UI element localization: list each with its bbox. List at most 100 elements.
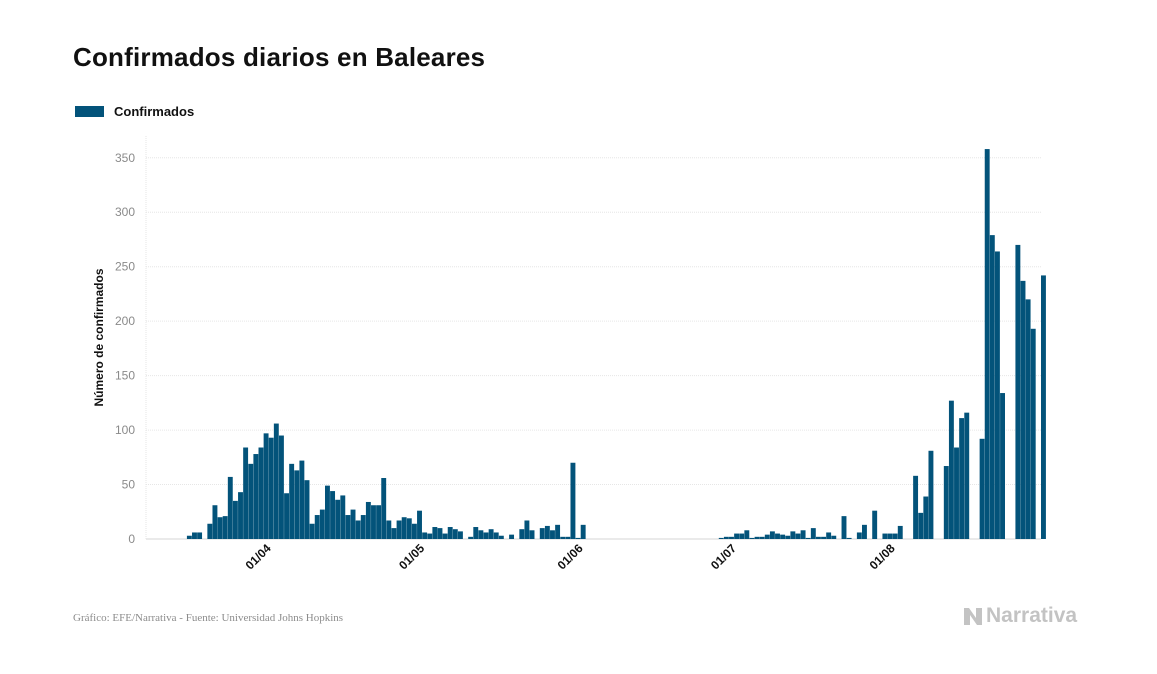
bar [723, 536, 729, 539]
bar [457, 531, 463, 539]
y-tick-label: 0 [128, 532, 135, 546]
bar [289, 463, 295, 539]
bar [948, 400, 954, 539]
x-tick-label: 01/08 [867, 541, 898, 572]
bar [759, 536, 765, 539]
bar [918, 512, 924, 539]
bar [565, 536, 571, 539]
chart-legend: Confirmados [75, 104, 194, 119]
y-tick-label: 100 [115, 423, 135, 437]
bar [544, 525, 550, 539]
bar [422, 532, 428, 539]
bar [207, 523, 213, 539]
bar [268, 437, 274, 539]
bar [815, 536, 821, 539]
bar [278, 435, 284, 539]
y-tick-label: 250 [115, 260, 135, 274]
bar [785, 535, 791, 539]
bar [826, 532, 832, 539]
source-credit: Gráfico: EFE/Narrativa - Fuente: Univers… [73, 612, 344, 624]
bar [432, 527, 438, 539]
bar [959, 418, 965, 539]
bar [790, 531, 796, 539]
bar [253, 454, 259, 539]
bar [872, 510, 878, 539]
bar [186, 535, 192, 539]
bar [427, 533, 433, 539]
bar [800, 530, 806, 539]
bar [810, 528, 816, 539]
x-tick-label: 01/05 [396, 541, 427, 572]
bar [284, 493, 289, 539]
bar [529, 530, 535, 539]
bar [831, 535, 837, 539]
bar [841, 516, 847, 539]
bar [217, 517, 223, 539]
bar [954, 447, 959, 539]
bar [550, 530, 555, 539]
bar [887, 533, 893, 539]
bar [473, 527, 479, 539]
bar [381, 478, 387, 539]
narrativa-logo-icon [964, 607, 982, 625]
bar [222, 516, 228, 539]
bar [258, 447, 264, 539]
x-tick-label: 01/07 [708, 541, 739, 572]
bar [325, 485, 330, 539]
bar [555, 524, 561, 539]
bar [821, 536, 826, 539]
bar [447, 527, 453, 539]
bar [294, 470, 300, 539]
bar [437, 528, 443, 539]
bar [856, 532, 862, 539]
y-tick-label: 50 [122, 478, 136, 492]
bar [734, 533, 740, 539]
x-tick-label: 01/04 [243, 541, 274, 572]
brand-name: Narrativa [986, 604, 1078, 627]
bar [411, 523, 417, 539]
bar [539, 528, 545, 539]
brand-logo: Narrativa [963, 604, 1077, 628]
bar [335, 499, 341, 539]
bar [197, 532, 203, 539]
bar [769, 531, 775, 539]
bar [984, 149, 990, 540]
y-axis-title: Número de confirmados [92, 268, 106, 406]
bar [754, 536, 760, 539]
y-tick-label: 150 [115, 369, 135, 383]
bar [729, 536, 734, 539]
bar [360, 515, 366, 539]
bar [862, 524, 867, 539]
bar [365, 501, 371, 539]
bar [964, 412, 970, 539]
bar [524, 520, 530, 539]
bar [227, 476, 233, 539]
y-tick-label: 200 [115, 314, 135, 328]
bar [248, 463, 254, 539]
bar [314, 515, 320, 539]
bar [775, 533, 780, 539]
bar [452, 529, 458, 539]
y-tick-label: 350 [115, 151, 135, 165]
bar [882, 533, 888, 539]
legend-swatch [75, 106, 104, 117]
bar [396, 520, 402, 539]
bar [330, 491, 336, 539]
bar [212, 505, 218, 539]
bar [989, 235, 995, 539]
bar [299, 460, 305, 539]
bar [1025, 299, 1031, 539]
bar [892, 533, 898, 539]
bar [764, 534, 770, 539]
bar [570, 462, 576, 539]
legend-label: Confirmados [114, 104, 195, 119]
bar [718, 537, 724, 539]
bar [391, 528, 397, 539]
bar [1030, 328, 1036, 539]
bar [575, 537, 581, 539]
bar [483, 532, 489, 539]
bar [263, 433, 269, 539]
bar [238, 492, 243, 539]
bar [739, 533, 745, 539]
